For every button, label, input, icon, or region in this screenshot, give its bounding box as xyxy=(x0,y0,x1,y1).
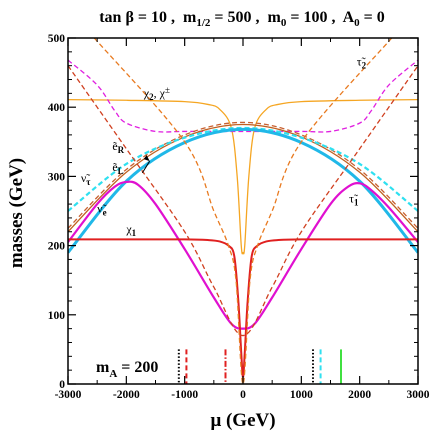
curve-label-4: ν̃τ xyxy=(81,171,91,187)
plot-frame xyxy=(67,37,419,385)
vertical-markers xyxy=(177,349,342,384)
series-line-1 xyxy=(68,59,418,133)
series-line-3 xyxy=(68,121,418,229)
x-tick-label-1: -2000 xyxy=(113,389,140,401)
curve-label-7: χ1 xyxy=(125,222,136,238)
series-line-6 xyxy=(68,180,418,330)
series-line-7 xyxy=(68,238,418,379)
x-tick-label-0: -3000 xyxy=(55,389,82,401)
x-tick-label-4: 1000 xyxy=(290,389,313,401)
y-tick-label-0: 0 xyxy=(59,379,65,391)
curve-label-3: ẽL xyxy=(112,160,123,176)
x-tick-label-5: 2000 xyxy=(348,389,371,401)
mA-annotation: mA = 200 xyxy=(96,359,158,380)
y-tick-label-5: 500 xyxy=(48,33,66,45)
y-tick-label-3: 300 xyxy=(48,171,66,183)
x-tick-label-3: 0 xyxy=(240,389,246,401)
curve-labels: χ2, χ± τ̃2 ẽR ẽL ν̃τ ν̃e τ̃1 χ1 xyxy=(81,55,367,238)
x-axis-label: μ (GeV) xyxy=(210,410,275,431)
series-line-8 xyxy=(93,38,393,384)
curve-label-6: τ̃1 xyxy=(349,192,359,208)
series-line-2 xyxy=(68,123,418,233)
curve-label-2: ẽR xyxy=(112,139,124,155)
curve-label-0: χ2, χ± xyxy=(143,85,170,102)
chart-title: tan β = 10 , m1/2 = 500 , m0 = 100 , A0 … xyxy=(99,9,385,29)
x-tick-label-6: 3000 xyxy=(407,389,430,401)
series-line-0 xyxy=(68,98,418,255)
series-layer xyxy=(68,38,418,384)
x-tick-label-2: -1000 xyxy=(171,389,198,401)
axes: -3000 -2000 -1000 0 1000 2000 3000 0 100 200 300 40… xyxy=(48,33,430,401)
series-line-9 xyxy=(68,65,418,337)
eL-arrowhead xyxy=(143,155,150,162)
curve-label-5: ν̃e xyxy=(97,201,106,217)
y-tick-label-4: 400 xyxy=(48,102,66,114)
y-tick-label-1: 100 xyxy=(48,310,66,322)
eL-arrow xyxy=(141,160,151,174)
series-line-4 xyxy=(68,126,418,212)
y-axis-label: masses (GeV) xyxy=(6,158,27,268)
curve-label-1: τ̃2 xyxy=(357,55,367,71)
y-tick-label-2: 200 xyxy=(48,241,66,253)
